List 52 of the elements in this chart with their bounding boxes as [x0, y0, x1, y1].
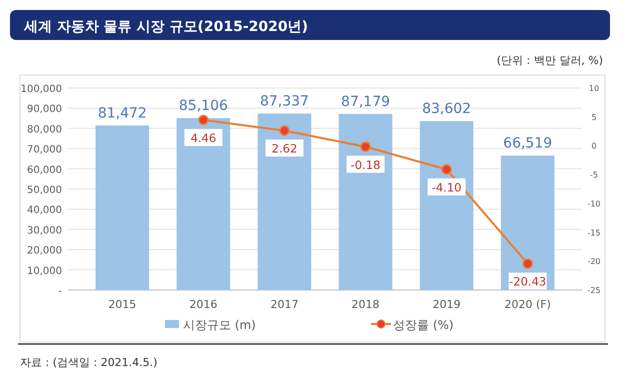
y-tick-label: 50,000: [27, 185, 62, 196]
point: [441, 164, 452, 175]
data-label: 66,519: [503, 136, 552, 152]
y2-tick-label: 10: [588, 84, 600, 93]
chart-title: 세계 자동차 물류 시장 규모(2015-2020년): [23, 19, 308, 35]
x-tick-label: 2018: [352, 298, 380, 311]
y-tick-label: 30,000: [27, 225, 62, 236]
y-tick-label: 60,000: [27, 164, 62, 176]
x-tick-label: 2017: [270, 298, 298, 311]
bar: [500, 156, 554, 290]
bar: [338, 114, 392, 290]
point: [360, 142, 371, 152]
y-tick-label: 70,000: [27, 144, 62, 156]
y-tick-label: 40,000: [27, 205, 62, 216]
data-label: 85,106: [178, 98, 228, 114]
data-label: -20.43: [509, 274, 546, 289]
x-tick-label: 2019: [432, 298, 461, 311]
y-tick-label: 20,000: [27, 246, 62, 257]
x-tick-label: 2015: [108, 298, 136, 311]
bar: [96, 125, 150, 290]
y-tick-label: 80,000: [27, 124, 62, 136]
legend-label: 시장규모 (m): [183, 318, 256, 332]
point: [198, 114, 209, 126]
data-label: 87,337: [260, 94, 309, 110]
point: [522, 258, 533, 269]
data-label: -0.18: [350, 158, 380, 172]
y-tick-label: 100,000: [20, 84, 62, 95]
data-label: 81,472: [98, 105, 147, 122]
y-tick-label: 90,000: [27, 104, 62, 116]
point: [279, 125, 290, 136]
x-tick-label: 2016: [189, 298, 218, 311]
y2-tick-label: 0: [591, 142, 597, 151]
y2-tick-label: -15: [587, 228, 601, 238]
data-label: 2.62: [272, 142, 298, 156]
x-tick-label: 2020 (F): [504, 298, 551, 311]
bar: [176, 118, 230, 290]
chart-subtitle: (단위 : 백만 달러, %): [496, 54, 603, 67]
y2-tick-label: 5: [591, 112, 597, 122]
y-tick-label: 10,000: [27, 266, 62, 277]
y2-tick-label: -10: [587, 199, 601, 208]
data-label: 4.46: [190, 130, 216, 145]
bar: [258, 114, 312, 290]
y2-tick-label: -20: [587, 257, 601, 266]
legend-label: 성장률 (%): [393, 318, 454, 332]
bar: [420, 121, 474, 290]
y2-tick-label: -5: [590, 170, 598, 180]
data-label: 83,602: [422, 101, 472, 118]
y-tick-label: -: [58, 286, 62, 297]
text: 자료 : (검색일 : 2021.4.5.): [20, 356, 158, 369]
data-label: 87,179: [341, 94, 390, 110]
y2-tick-label: -25: [587, 286, 601, 295]
data-label: -4.10: [432, 180, 462, 194]
